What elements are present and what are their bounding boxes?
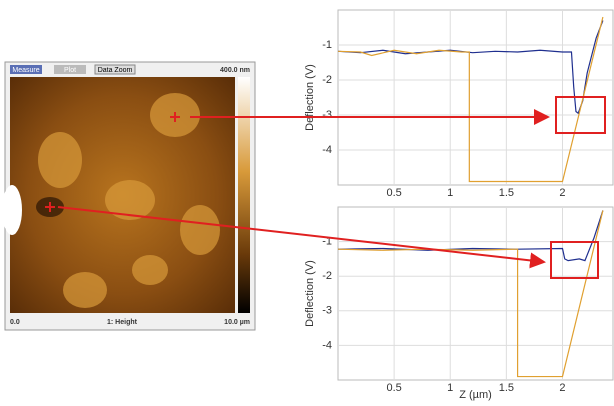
x-tick-label: 0.5: [386, 382, 401, 394]
channel: 1: Height: [107, 319, 138, 326]
x-start: 0.0: [10, 319, 20, 326]
x-tick-label: 1.5: [499, 187, 514, 199]
x-tick-label: 2: [559, 382, 565, 394]
highlight-box: [550, 241, 599, 279]
highlight-box: [555, 96, 606, 134]
y-tick-label: -2: [322, 74, 332, 86]
afm-panel: Measure Plot Data Zoom 400.0 nm 0.0 1: H…: [2, 61, 256, 331]
y-tick-label: -2: [322, 270, 332, 282]
color-bar: [238, 77, 250, 313]
charts: -1 -2 -3 -4 0.5 1 1.5 2 Deflection (V) -1 -2 -3 -4 0.…: [304, 9, 614, 401]
y-axis-label: Deflection (V): [304, 260, 316, 327]
arrow: [57, 206, 546, 269]
y-tick-label: -1: [322, 39, 332, 51]
cross: [170, 112, 180, 122]
x-tick-label: 1: [447, 382, 453, 394]
annotations: [45, 96, 606, 279]
y-tick-label: -1: [322, 236, 332, 248]
y-tick-label: -3: [322, 305, 332, 317]
y-tick-label: -4: [322, 339, 332, 351]
x-tick-label: 1.5: [499, 382, 514, 394]
y-tick-label: -4: [322, 144, 332, 156]
x-axis-label: Z (µm): [459, 389, 492, 401]
x-end: 10.0 µm: [224, 319, 250, 326]
button-label[interactable]: Plot: [64, 67, 76, 74]
button[interactable]: [54, 65, 86, 74]
bright-spot: [2, 185, 22, 235]
y-axis-label: Deflection (V): [304, 64, 316, 131]
x-tick-label: 0.5: [386, 187, 401, 199]
data-line: [337, 210, 604, 378]
x-tick-label: 1: [447, 187, 453, 199]
plot-area: [337, 206, 614, 381]
scale-label: 400.0 nm: [220, 67, 250, 74]
y-tick-label: -3: [322, 109, 332, 121]
x-tick-label: 2: [559, 187, 565, 199]
cross: [45, 202, 55, 212]
button-label[interactable]: Data Zoom: [98, 67, 133, 74]
button-label[interactable]: Measure: [12, 67, 39, 74]
button[interactable]: [10, 65, 42, 74]
data-line: [337, 16, 604, 183]
button[interactable]: [94, 64, 136, 75]
